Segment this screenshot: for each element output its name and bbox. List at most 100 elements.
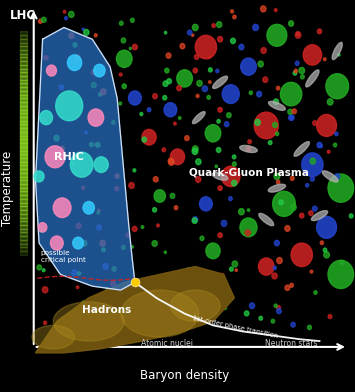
Polygon shape <box>20 143 27 147</box>
Circle shape <box>193 217 198 222</box>
Circle shape <box>69 33 74 38</box>
Circle shape <box>285 285 290 290</box>
Circle shape <box>83 201 94 214</box>
Polygon shape <box>20 180 27 184</box>
Circle shape <box>119 73 122 76</box>
Circle shape <box>263 77 268 82</box>
Polygon shape <box>20 106 27 109</box>
Circle shape <box>295 32 301 38</box>
Circle shape <box>82 28 84 31</box>
Circle shape <box>257 91 262 97</box>
Circle shape <box>174 307 179 312</box>
Circle shape <box>195 35 217 59</box>
Polygon shape <box>20 192 27 195</box>
Polygon shape <box>20 54 27 58</box>
Circle shape <box>301 75 304 79</box>
Circle shape <box>56 91 83 121</box>
Circle shape <box>205 125 221 142</box>
Circle shape <box>208 68 212 72</box>
Polygon shape <box>20 251 27 255</box>
Circle shape <box>119 21 123 25</box>
Circle shape <box>192 148 198 154</box>
Text: RHIC: RHIC <box>54 152 84 162</box>
Circle shape <box>224 306 226 310</box>
Circle shape <box>241 58 256 75</box>
Polygon shape <box>20 243 27 247</box>
Circle shape <box>271 319 275 323</box>
Circle shape <box>163 96 167 100</box>
Circle shape <box>293 71 297 75</box>
Circle shape <box>97 211 100 214</box>
Circle shape <box>37 265 42 270</box>
Circle shape <box>327 150 330 153</box>
Circle shape <box>312 206 317 211</box>
Circle shape <box>195 54 199 60</box>
Circle shape <box>38 223 47 232</box>
Circle shape <box>196 159 201 165</box>
Circle shape <box>88 307 92 311</box>
Circle shape <box>273 191 295 216</box>
Circle shape <box>176 308 182 314</box>
Circle shape <box>274 240 279 246</box>
Circle shape <box>261 6 266 12</box>
Circle shape <box>122 245 125 249</box>
Circle shape <box>220 273 224 278</box>
Circle shape <box>141 303 143 306</box>
Polygon shape <box>20 35 27 39</box>
Circle shape <box>253 24 258 31</box>
Circle shape <box>221 220 227 227</box>
Circle shape <box>277 309 281 314</box>
Circle shape <box>88 109 104 126</box>
Circle shape <box>42 17 46 22</box>
Circle shape <box>212 24 215 27</box>
Polygon shape <box>20 91 27 95</box>
Ellipse shape <box>212 172 228 180</box>
Circle shape <box>133 169 136 172</box>
Polygon shape <box>20 247 27 251</box>
Circle shape <box>224 122 229 127</box>
Circle shape <box>320 145 322 148</box>
Circle shape <box>290 283 293 287</box>
Circle shape <box>272 273 277 279</box>
Circle shape <box>73 237 83 249</box>
Circle shape <box>328 174 354 202</box>
Circle shape <box>259 316 262 320</box>
Circle shape <box>309 211 313 216</box>
Polygon shape <box>20 39 27 43</box>
Circle shape <box>200 236 204 241</box>
Circle shape <box>229 197 232 201</box>
Circle shape <box>249 91 252 94</box>
Circle shape <box>65 16 67 20</box>
Circle shape <box>317 216 337 238</box>
Circle shape <box>38 19 42 23</box>
Circle shape <box>85 131 87 134</box>
Circle shape <box>313 121 317 125</box>
Polygon shape <box>20 221 27 225</box>
Circle shape <box>132 44 137 50</box>
Circle shape <box>255 119 260 125</box>
Circle shape <box>209 81 211 83</box>
Ellipse shape <box>121 290 199 337</box>
Circle shape <box>218 107 222 112</box>
Polygon shape <box>20 169 27 173</box>
Polygon shape <box>20 218 27 221</box>
Circle shape <box>317 114 337 136</box>
Polygon shape <box>20 69 27 73</box>
Circle shape <box>110 281 115 286</box>
Polygon shape <box>20 65 27 69</box>
Circle shape <box>216 69 219 73</box>
Circle shape <box>335 174 340 179</box>
Circle shape <box>193 68 197 73</box>
Circle shape <box>274 173 280 180</box>
Text: Neutron stars: Neutron stars <box>265 339 317 347</box>
Circle shape <box>160 325 165 331</box>
Circle shape <box>314 291 317 294</box>
Circle shape <box>140 113 143 116</box>
Circle shape <box>95 142 100 147</box>
Circle shape <box>294 69 297 73</box>
Circle shape <box>261 47 266 53</box>
Circle shape <box>44 56 48 60</box>
Circle shape <box>327 99 333 105</box>
Circle shape <box>100 89 106 95</box>
Text: Hadrons: Hadrons <box>82 305 131 315</box>
